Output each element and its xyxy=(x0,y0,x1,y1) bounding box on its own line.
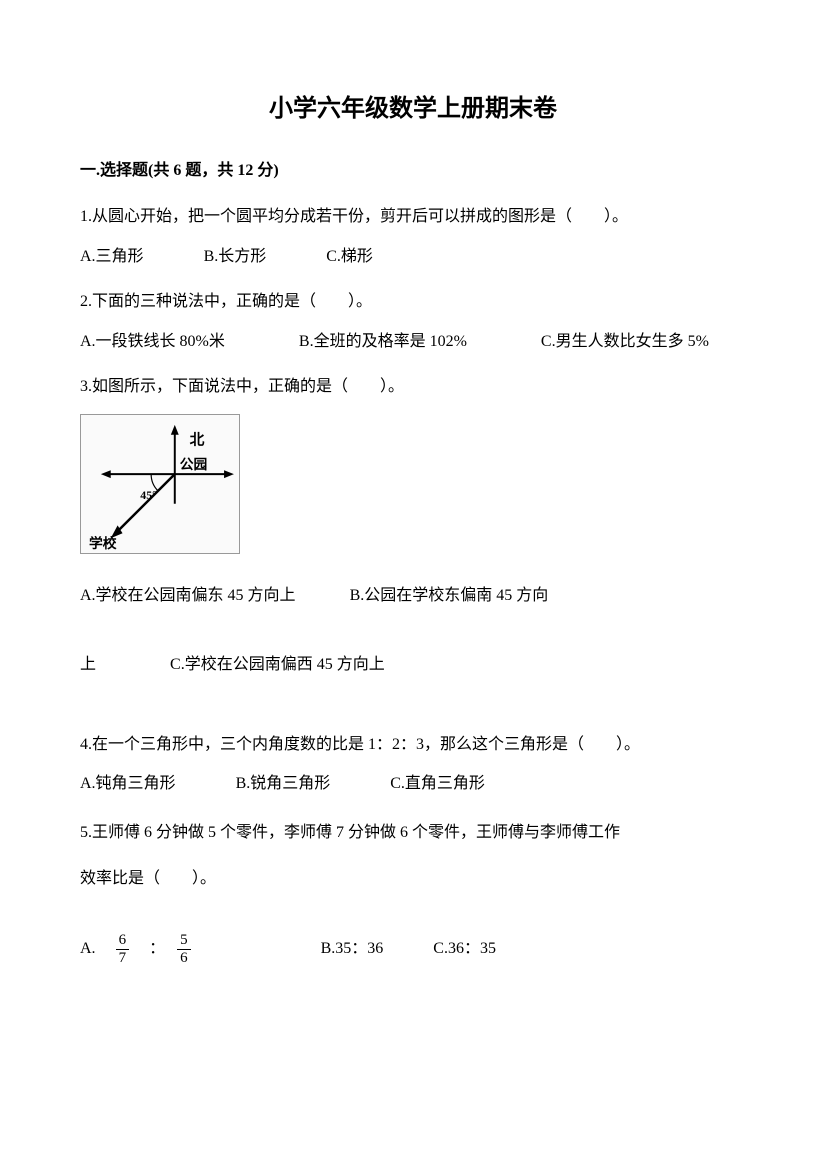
q2-text: 2.下面的三种说法中，正确的是（ ）。 xyxy=(80,289,746,315)
q5-fraction-b: 5 6 xyxy=(177,933,191,966)
q1-option-c: C.梯形 xyxy=(326,244,373,270)
q3-options: A.学校在公园南偏东 45 方向上 B.公园在学校东偏南 45 方向 上 C.学… xyxy=(80,574,746,688)
question-3: 3.如图所示，下面说法中，正确的是（ ）。 北 公园 45° 学校 A.学校在公… xyxy=(80,374,746,687)
q2-option-a: A.一段铁线长 80%米 xyxy=(80,329,225,355)
q3-option-a: A.学校在公园南偏东 45 方向上 xyxy=(80,574,296,619)
q5-option-a: A. 6 7 ： 5 6 xyxy=(80,933,191,966)
q5-text-line1: 5.王师傅 6 分钟做 5 个零件，李师傅 7 分钟做 6 个零件，王师傅与李师… xyxy=(80,817,746,849)
q2-option-b: B.全班的及格率是 102% xyxy=(299,329,467,355)
q3-diagram: 北 公园 45° 学校 xyxy=(80,414,240,554)
school-label: 学校 xyxy=(89,535,117,551)
q3-text: 3.如图所示，下面说法中，正确的是（ ）。 xyxy=(80,374,746,400)
q2-option-c: C.男生人数比女生多 5% xyxy=(541,329,709,355)
q5-option-b: B.35：36 xyxy=(321,936,384,962)
q3-option-b: B.公园在学校东偏南 45 方向 xyxy=(350,574,549,619)
q5-fracA-num: 6 xyxy=(116,933,130,950)
q4-option-a: A.钝角三角形 xyxy=(80,771,176,797)
question-1: 1.从圆心开始，把一个圆平均分成若干份，剪开后可以拼成的图形是（ ）。 A.三角… xyxy=(80,204,746,269)
q3-option-c: C.学校在公园南偏西 45 方向上 xyxy=(170,643,385,688)
park-label: 公园 xyxy=(180,457,208,472)
q5-options: A. 6 7 ： 5 6 B.35：36 C.36：35 xyxy=(80,933,746,966)
angle-label: 45° xyxy=(140,488,157,502)
q5-fracA-den: 7 xyxy=(116,950,130,966)
q5-optA-prefix: A. xyxy=(80,940,112,957)
question-5: 5.王师傅 6 分钟做 5 个零件，李师傅 7 分钟做 6 个零件，王师傅与李师… xyxy=(80,817,746,966)
question-4: 4.在一个三角形中，三个内角度数的比是 1：2：3，那么这个三角形是（ ）。 A… xyxy=(80,732,746,797)
q4-text: 4.在一个三角形中，三个内角度数的比是 1：2：3，那么这个三角形是（ ）。 xyxy=(80,732,746,758)
q4-option-c: C.直角三角形 xyxy=(390,771,485,797)
q5-fraction-a: 6 7 xyxy=(116,933,130,966)
section-header: 一.选择题(共 6 题，共 12 分) xyxy=(80,158,746,184)
q5-fracB-num: 5 xyxy=(177,933,191,950)
q5-optA-mid: ： xyxy=(133,940,173,957)
q4-options: A.钝角三角形 B.锐角三角形 C.直角三角形 xyxy=(80,771,746,797)
q1-option-b: B.长方形 xyxy=(204,244,267,270)
question-2: 2.下面的三种说法中，正确的是（ ）。 A.一段铁线长 80%米 B.全班的及格… xyxy=(80,289,746,354)
q5-option-c: C.36：35 xyxy=(433,936,496,962)
direction-diagram-svg: 北 公园 45° 学校 xyxy=(81,415,239,553)
q5-text-line2: 效率比是（ ）。 xyxy=(80,863,746,895)
q4-option-b: B.锐角三角形 xyxy=(236,771,331,797)
q1-options: A.三角形 B.长方形 C.梯形 xyxy=(80,244,746,270)
north-label: 北 xyxy=(190,432,205,449)
q1-text: 1.从圆心开始，把一个圆平均分成若干份，剪开后可以拼成的图形是（ ）。 xyxy=(80,204,746,230)
q5-fracB-den: 6 xyxy=(177,950,191,966)
q2-options: A.一段铁线长 80%米 B.全班的及格率是 102% C.男生人数比女生多 5… xyxy=(80,329,746,355)
q3-option-b-suffix: 上 xyxy=(80,643,96,688)
q1-option-a: A.三角形 xyxy=(80,244,144,270)
page-title: 小学六年级数学上册期末卷 xyxy=(80,90,746,128)
